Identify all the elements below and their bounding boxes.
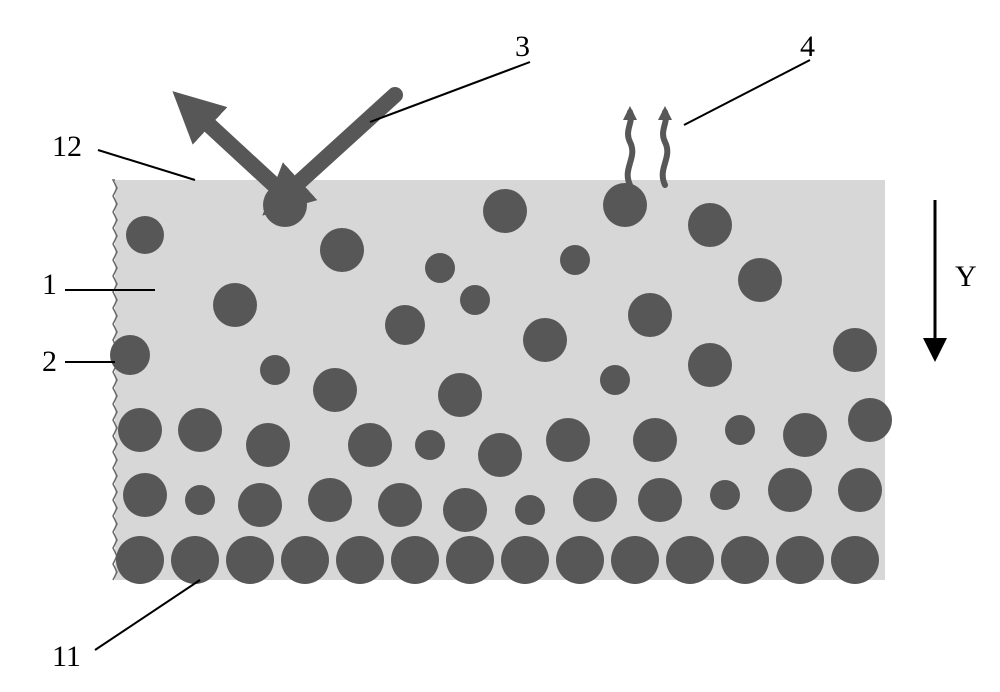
label-3: 3	[515, 30, 530, 64]
label-Y: Y	[955, 260, 977, 294]
diagram-svg	[0, 0, 1000, 692]
label-12: 12	[52, 130, 82, 164]
label-11: 11	[52, 640, 81, 674]
label-4: 4	[800, 30, 815, 64]
label-2: 2	[42, 345, 57, 379]
label-1: 1	[42, 268, 57, 302]
